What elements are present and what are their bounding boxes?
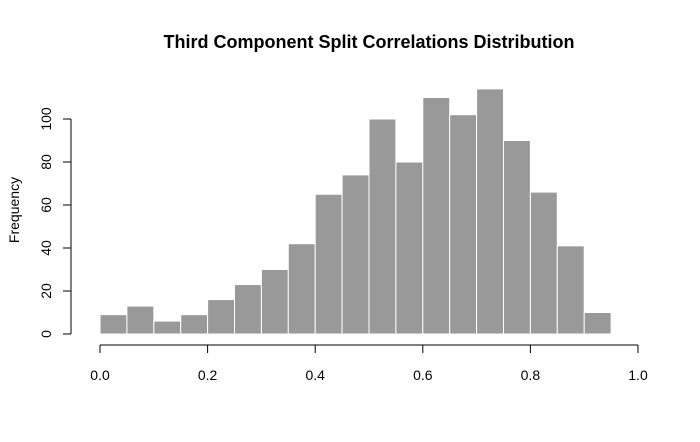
chart-title: Third Component Split Correlations Distr… (164, 32, 575, 52)
x-tick-label-1: 0.2 (198, 367, 218, 383)
y-tick-label-3: 60 (38, 197, 54, 213)
y-tick-label-2: 40 (38, 240, 54, 256)
y-tick-label-1: 20 (38, 283, 54, 299)
histogram-bar-9 (341, 174, 370, 335)
x-axis: 0.0 0.2 0.4 0.6 0.8 1.0 (90, 344, 648, 383)
y-tick-label-4: 80 (38, 154, 54, 170)
histogram-bar-1 (126, 305, 155, 335)
x-tick-label-3: 0.6 (413, 367, 433, 383)
histogram-bar-15 (503, 140, 531, 335)
histogram-bar-16 (529, 191, 558, 335)
y-tick-label-0: 0 (38, 330, 54, 338)
y-axis: 0 20 40 60 80 100 (38, 107, 72, 338)
histogram-bar-4 (207, 299, 236, 335)
histogram-bar-14 (476, 88, 505, 335)
histogram-bar-0 (99, 314, 128, 335)
histogram-bar-7 (287, 243, 316, 335)
y-axis-label: Frequency (6, 177, 22, 243)
histogram-bar-17 (556, 245, 585, 335)
bars-group (99, 88, 612, 335)
histogram-bar-3 (180, 314, 209, 335)
histogram-bar-18 (583, 312, 612, 335)
x-tick-label-4: 0.8 (521, 367, 541, 383)
histogram-bar-5 (234, 284, 262, 335)
x-tick-label-0: 0.0 (90, 367, 110, 383)
y-tick-label-5: 100 (38, 107, 54, 131)
histogram-bar-11 (395, 161, 424, 335)
x-tick-label-5: 1.0 (628, 367, 648, 383)
histogram-bar-10 (368, 118, 397, 335)
histogram-bar-12 (422, 97, 451, 335)
x-tick-label-2: 0.4 (305, 367, 325, 383)
histogram-bar-6 (260, 269, 289, 335)
histogram-bar-2 (153, 320, 182, 335)
histogram-bar-8 (314, 193, 343, 335)
histogram-bar-13 (449, 114, 478, 335)
